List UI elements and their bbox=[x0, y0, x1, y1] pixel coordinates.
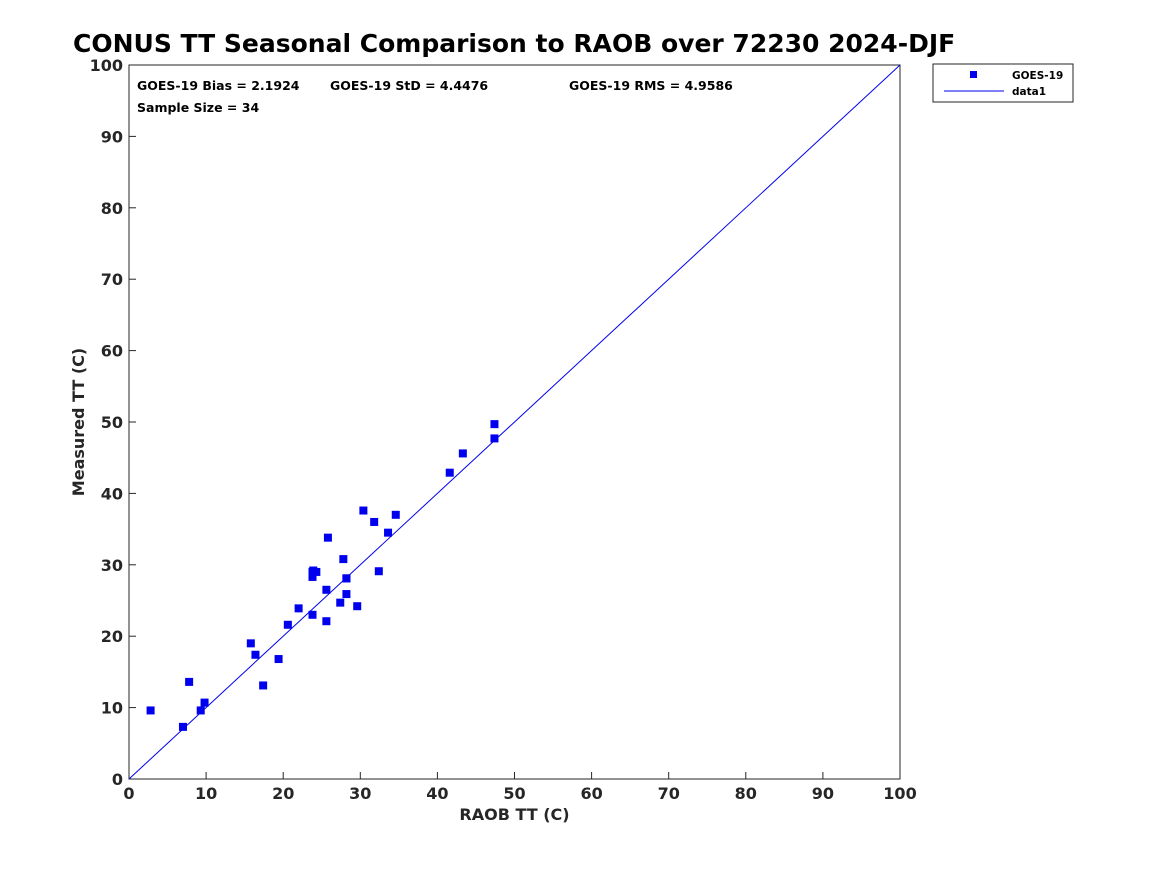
data-point bbox=[294, 604, 303, 613]
data-point bbox=[490, 420, 499, 429]
x-tick-label: 60 bbox=[580, 784, 602, 803]
data-point bbox=[196, 706, 205, 715]
data-point bbox=[359, 506, 368, 515]
y-tick-label: 30 bbox=[101, 556, 123, 575]
x-tick-label: 90 bbox=[812, 784, 834, 803]
data-point bbox=[342, 574, 351, 583]
x-tick-label: 70 bbox=[658, 784, 680, 803]
y-tick-label: 40 bbox=[101, 484, 123, 503]
x-axis-ticks: 0 10 20 30 40 50 60 70 80 90 100 bbox=[123, 772, 917, 803]
data-point bbox=[308, 572, 317, 581]
data-point bbox=[178, 722, 187, 731]
x-axis-label: RAOB TT (C) bbox=[459, 805, 569, 824]
x-tick-label: 50 bbox=[503, 784, 525, 803]
y-tick-label: 90 bbox=[101, 127, 123, 146]
legend-marker-square bbox=[970, 71, 977, 78]
data-point bbox=[308, 610, 317, 619]
data-point bbox=[200, 698, 209, 707]
y-tick-label: 10 bbox=[101, 699, 123, 718]
x-tick-label: 10 bbox=[195, 784, 217, 803]
data-point bbox=[322, 617, 331, 626]
y-tick-label: 0 bbox=[112, 770, 123, 789]
plot-area: 0 10 20 30 40 50 60 70 80 90 100 0 10 20 30 40 50 60 70 80… bbox=[90, 56, 917, 803]
bias-stat: GOES-19 Bias = 2.1924 bbox=[137, 78, 300, 93]
x-tick-label: 20 bbox=[272, 784, 294, 803]
data-point bbox=[342, 590, 351, 599]
data-point bbox=[336, 598, 345, 607]
y-tick-label: 20 bbox=[101, 627, 123, 646]
legend-box bbox=[932, 63, 1074, 103]
data-point bbox=[246, 639, 255, 648]
x-tick-label: 40 bbox=[426, 784, 448, 803]
data-point bbox=[384, 528, 393, 537]
data-point bbox=[353, 602, 362, 611]
data-point bbox=[374, 567, 383, 576]
y-tick-label: 80 bbox=[101, 199, 123, 218]
legend-label-goes19: GOES-19 bbox=[1012, 70, 1063, 82]
rms-stat: GOES-19 RMS = 4.9586 bbox=[569, 78, 733, 93]
data-point bbox=[322, 585, 331, 594]
x-tick-label: 30 bbox=[349, 784, 371, 803]
data-point bbox=[274, 655, 283, 664]
data-point bbox=[283, 620, 292, 629]
std-stat: GOES-19 StD = 4.4476 bbox=[330, 78, 488, 93]
y-tick-label: 70 bbox=[101, 270, 123, 289]
y-axis-label: Measured TT (C) bbox=[69, 348, 88, 496]
y-axis-ticks: 0 10 20 30 40 50 60 70 80 90 100 bbox=[90, 56, 136, 789]
x-tick-label: 80 bbox=[735, 784, 757, 803]
sample-size-stat: Sample Size = 34 bbox=[137, 100, 259, 115]
data-point bbox=[339, 555, 348, 564]
data-point bbox=[259, 681, 268, 690]
reference-line-data1 bbox=[128, 64, 901, 780]
data-point bbox=[323, 533, 332, 542]
data-point bbox=[185, 677, 194, 686]
y-tick-label: 100 bbox=[90, 56, 123, 75]
data-point bbox=[445, 468, 454, 477]
data-point bbox=[251, 650, 260, 659]
y-tick-label: 50 bbox=[101, 413, 123, 432]
data-point bbox=[146, 706, 155, 715]
data-point bbox=[458, 449, 467, 458]
data-point bbox=[308, 567, 317, 576]
x-tick-label: 0 bbox=[123, 784, 134, 803]
data-point bbox=[391, 510, 400, 519]
data-points-goes19 bbox=[146, 420, 499, 731]
data-point bbox=[370, 517, 379, 526]
legend-label-data1: data1 bbox=[1012, 86, 1046, 98]
data-point bbox=[490, 434, 499, 443]
chart-title: CONUS TT Seasonal Comparison to RAOB ove… bbox=[73, 29, 955, 58]
y-tick-label: 60 bbox=[101, 342, 123, 361]
x-tick-label: 100 bbox=[883, 784, 916, 803]
legend: GOES-19 data1 bbox=[932, 63, 1074, 103]
